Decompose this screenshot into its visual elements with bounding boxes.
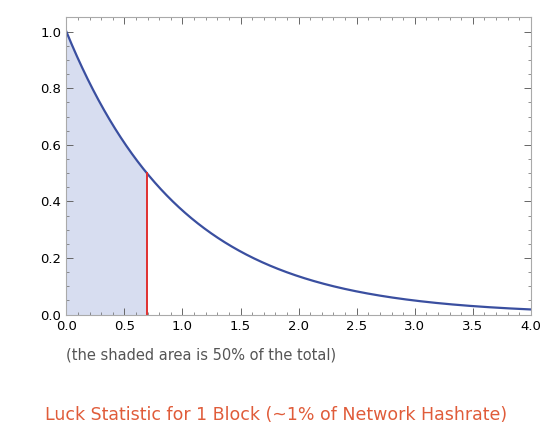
Text: Luck Statistic for 1 Block (~1% of Network Hashrate): Luck Statistic for 1 Block (~1% of Netwo… [45,406,508,424]
Text: (the shaded area is 50% of the total): (the shaded area is 50% of the total) [66,347,336,362]
